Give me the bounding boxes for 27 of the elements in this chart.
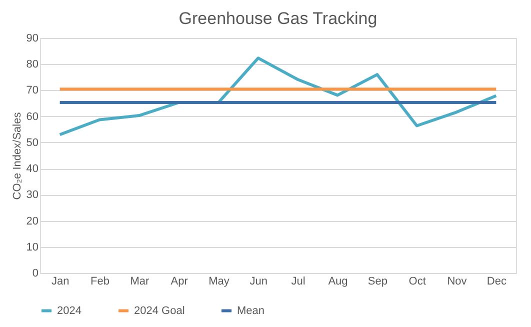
y-tick-label: 0 — [32, 268, 38, 280]
y-tick-label: 60 — [26, 110, 38, 123]
x-tick-label: Sep — [368, 276, 388, 288]
y-tick-label: 40 — [26, 163, 38, 176]
y-tick-label: 50 — [26, 136, 38, 149]
legend-label: Mean — [237, 304, 265, 317]
x-tick-label: Dec — [486, 276, 507, 288]
x-tick-label: Nov — [447, 276, 468, 288]
chart-title: Greenhouse Gas Tracking — [178, 9, 378, 28]
y-tick-label: 10 — [26, 241, 38, 254]
y-tick-label: 80 — [26, 58, 38, 71]
x-tick-label: Aug — [328, 276, 348, 288]
x-tick-label: Feb — [90, 276, 110, 288]
x-tick-label: Oct — [408, 276, 426, 288]
x-tick-label: Jul — [291, 276, 306, 288]
x-tick-label: Mar — [130, 276, 150, 288]
y-tick-label: 20 — [26, 215, 38, 228]
legend-label: 2024 Goal — [134, 304, 185, 317]
x-tick-label: Apr — [170, 276, 188, 288]
x-tick-label: May — [208, 276, 230, 288]
x-tick-label: Jun — [250, 276, 268, 288]
x-tick-label: Jan — [51, 276, 70, 288]
y-axis-title: CO₂e Index/Sales — [11, 112, 24, 200]
y-tick-label: 70 — [26, 84, 38, 97]
y-tick-label: 90 — [26, 32, 38, 44]
legend-label: 2024 — [57, 304, 82, 317]
y-tick-label: 30 — [26, 189, 38, 202]
